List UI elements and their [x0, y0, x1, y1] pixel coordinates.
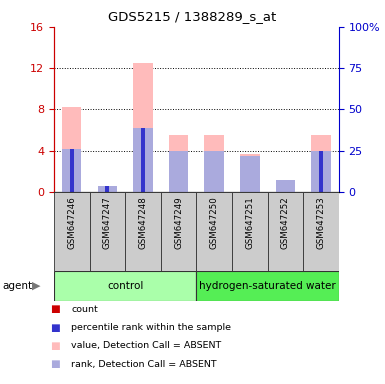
Text: ■: ■	[50, 304, 60, 314]
Bar	[141, 128, 145, 192]
Text: ■: ■	[50, 359, 60, 369]
Bar	[311, 135, 331, 192]
Bar	[311, 151, 331, 192]
Bar	[54, 192, 90, 271]
Text: GSM647252: GSM647252	[281, 196, 290, 249]
Text: ■: ■	[50, 323, 60, 333]
Bar	[232, 192, 268, 271]
Text: agent: agent	[2, 281, 32, 291]
Bar	[70, 149, 74, 192]
Bar	[204, 151, 224, 192]
Text: GSM647248: GSM647248	[139, 196, 147, 249]
Bar	[169, 135, 188, 192]
Bar	[105, 186, 109, 192]
Bar	[161, 192, 196, 271]
Bar	[97, 186, 117, 192]
Text: value, Detection Call = ABSENT: value, Detection Call = ABSENT	[71, 341, 221, 351]
Text: hydrogen-saturated water: hydrogen-saturated water	[199, 281, 336, 291]
Text: GSM647247: GSM647247	[103, 196, 112, 249]
Text: rank, Detection Call = ABSENT: rank, Detection Call = ABSENT	[71, 360, 217, 369]
Text: percentile rank within the sample: percentile rank within the sample	[71, 323, 231, 332]
Text: ■: ■	[50, 341, 60, 351]
Bar	[133, 128, 153, 192]
Bar	[90, 192, 125, 271]
Bar	[196, 192, 232, 271]
Text: GSM647253: GSM647253	[316, 196, 325, 249]
Bar	[303, 192, 339, 271]
Text: count: count	[71, 305, 98, 314]
Bar	[54, 271, 196, 301]
Text: GSM647250: GSM647250	[210, 196, 219, 249]
Bar	[268, 192, 303, 271]
Text: ▶: ▶	[32, 281, 40, 291]
Bar	[169, 151, 188, 192]
Bar	[240, 154, 259, 192]
Bar	[62, 149, 82, 192]
Bar	[133, 63, 153, 192]
Bar	[319, 151, 323, 192]
Text: GSM647246: GSM647246	[67, 196, 76, 249]
Bar	[240, 156, 259, 192]
Bar	[125, 192, 161, 271]
Bar	[97, 187, 117, 192]
Text: GDS5215 / 1388289_s_at: GDS5215 / 1388289_s_at	[108, 10, 277, 23]
Bar	[204, 135, 224, 192]
Bar	[276, 180, 295, 192]
Text: GSM647249: GSM647249	[174, 196, 183, 248]
Text: control: control	[107, 281, 143, 291]
Bar	[276, 183, 295, 192]
Bar	[196, 271, 339, 301]
Bar	[62, 108, 82, 192]
Text: GSM647251: GSM647251	[245, 196, 254, 249]
